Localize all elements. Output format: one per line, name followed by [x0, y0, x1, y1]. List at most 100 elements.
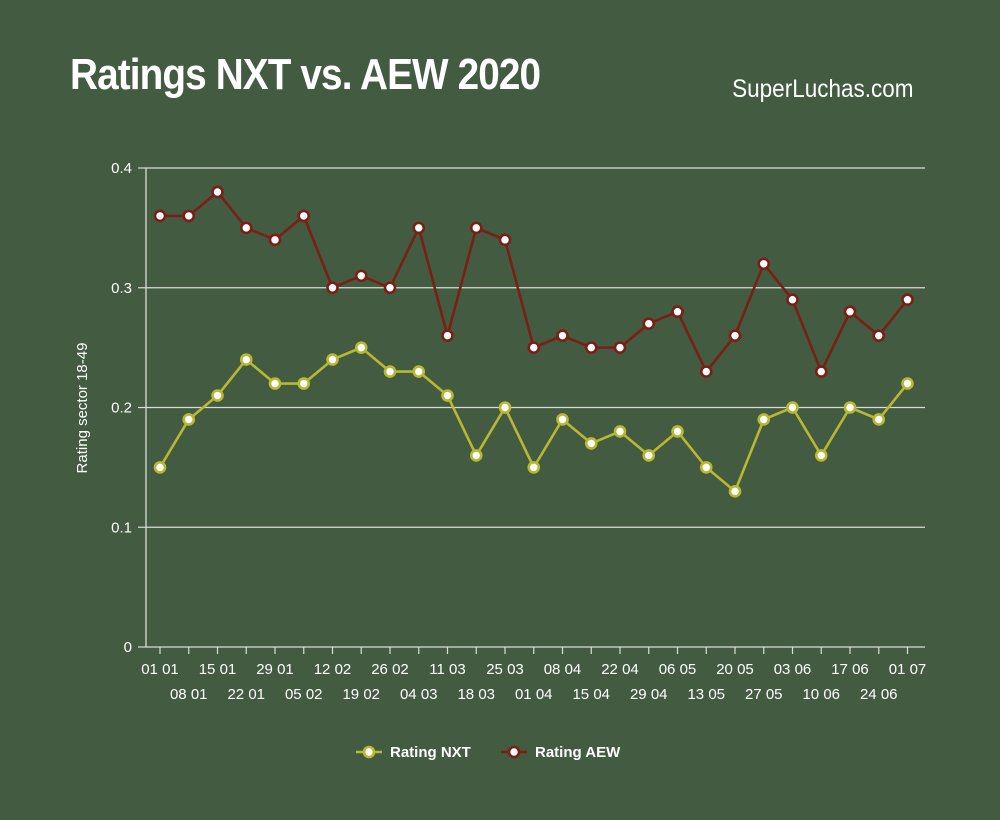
- data-point: [297, 377, 311, 390]
- x-tick-label: 22 01: [227, 686, 265, 703]
- data-point: [556, 413, 569, 426]
- data-point: [814, 449, 828, 462]
- x-tick-label: 03 06: [774, 661, 812, 678]
- x-tick-label: 19 02: [342, 686, 380, 703]
- x-tick-label: 04 03: [400, 686, 438, 703]
- chart-title: Ratings NXT vs. AEW 2020: [70, 50, 541, 99]
- x-tick-label: 20 05: [716, 661, 754, 678]
- data-point: [211, 389, 224, 402]
- data-point: [239, 221, 253, 235]
- x-tick-label: 24 06: [860, 686, 898, 703]
- legend-label: Rating AEW: [535, 744, 621, 761]
- y-tick-label: 0.1: [111, 519, 132, 536]
- x-tick-label: 27 05: [745, 686, 783, 703]
- y-tick-label: 0.3: [111, 280, 132, 297]
- data-point: [728, 485, 742, 498]
- data-point: [441, 329, 454, 342]
- data-point: [872, 413, 886, 426]
- series-rating-nxt: [153, 341, 914, 498]
- x-tick-label: 29 01: [256, 661, 294, 678]
- data-point: [383, 281, 397, 295]
- data-point: [182, 413, 196, 426]
- data-point: [239, 353, 253, 366]
- series: [153, 185, 914, 498]
- data-point: [383, 365, 397, 378]
- data-point: [699, 461, 713, 474]
- x-tick-label: 25 03: [486, 661, 524, 678]
- data-point: [354, 341, 368, 354]
- data-point: [498, 233, 512, 247]
- data-point: [671, 305, 684, 319]
- x-tick-label: 17 06: [831, 661, 869, 678]
- data-point: [728, 329, 742, 342]
- data-point: [814, 365, 828, 378]
- legend-item-rating-aew: Rating AEW: [501, 744, 621, 761]
- x-tick-label: 18 03: [457, 686, 495, 703]
- data-point: [786, 401, 799, 414]
- data-point: [843, 401, 857, 414]
- data-point: [268, 377, 282, 390]
- x-tick-label: 01 07: [889, 661, 927, 678]
- data-point: [441, 389, 454, 402]
- legend: Rating NXT Rating AEW: [356, 744, 621, 761]
- x-tick-label: 22 04: [601, 661, 639, 678]
- data-point: [527, 461, 541, 474]
- data-point: [469, 221, 483, 235]
- data-point: [901, 293, 914, 307]
- x-tick-labels: 01 01 08 01 15 01 22 01 29 01 05 02 12 02 19 02…: [141, 661, 926, 703]
- data-point: [613, 341, 627, 354]
- y-tick-labels: 0 0.1 0.2 0.3 0.4: [111, 160, 132, 656]
- x-tick-label: 05 02: [285, 686, 323, 703]
- legend-item-rating-nxt: Rating NXT: [356, 744, 471, 761]
- x-tick-label: 13 05: [687, 686, 725, 703]
- x-tick-label: 06 05: [659, 661, 697, 678]
- x-tick-label: 10 06: [802, 686, 840, 703]
- data-point: [584, 437, 598, 450]
- x-tick-label: 15 01: [199, 661, 237, 678]
- data-point: [642, 449, 656, 462]
- data-point: [757, 413, 771, 426]
- x-tick-label: 01 01: [141, 661, 179, 678]
- data-point: [354, 269, 368, 283]
- legend-label: Rating NXT: [390, 744, 471, 761]
- y-tick-label: 0.2: [111, 400, 132, 417]
- x-tick-label: 08 01: [170, 686, 208, 703]
- data-point: [556, 329, 569, 342]
- data-point: [211, 185, 224, 199]
- x-tick-label: 08 04: [544, 661, 582, 678]
- source-label: SuperLuchas.com: [732, 75, 914, 103]
- data-point: [153, 209, 167, 223]
- y-tick-label: 0.4: [111, 160, 132, 177]
- data-point: [182, 209, 196, 223]
- data-point: [268, 233, 282, 247]
- data-point: [469, 449, 483, 462]
- data-point: [642, 317, 656, 330]
- axes: [138, 167, 925, 654]
- data-point: [412, 365, 426, 378]
- data-point: [297, 209, 311, 223]
- x-tick-label: 01 04: [515, 686, 553, 703]
- data-point: [699, 365, 713, 378]
- x-tick-label: 11 03: [429, 661, 465, 678]
- data-point: [326, 353, 339, 366]
- x-tick-label: 29 04: [630, 686, 668, 703]
- data-point: [498, 401, 512, 414]
- data-point: [613, 425, 627, 438]
- x-tick-label: 15 04: [572, 686, 610, 703]
- data-point: [412, 221, 426, 235]
- legend-swatch-marker: [362, 745, 376, 759]
- series-rating-aew: [153, 185, 914, 378]
- data-point: [901, 377, 914, 390]
- x-tick-label: 12 02: [314, 661, 352, 678]
- data-point: [671, 425, 684, 438]
- data-point: [786, 293, 799, 307]
- y-tick-label: 0: [124, 639, 132, 656]
- data-point: [153, 461, 167, 474]
- y-axis-label: Rating sector 18-49: [74, 343, 91, 474]
- legend-swatch-marker: [507, 745, 521, 759]
- data-point: [872, 329, 886, 342]
- data-point: [843, 305, 857, 319]
- data-point: [326, 281, 339, 295]
